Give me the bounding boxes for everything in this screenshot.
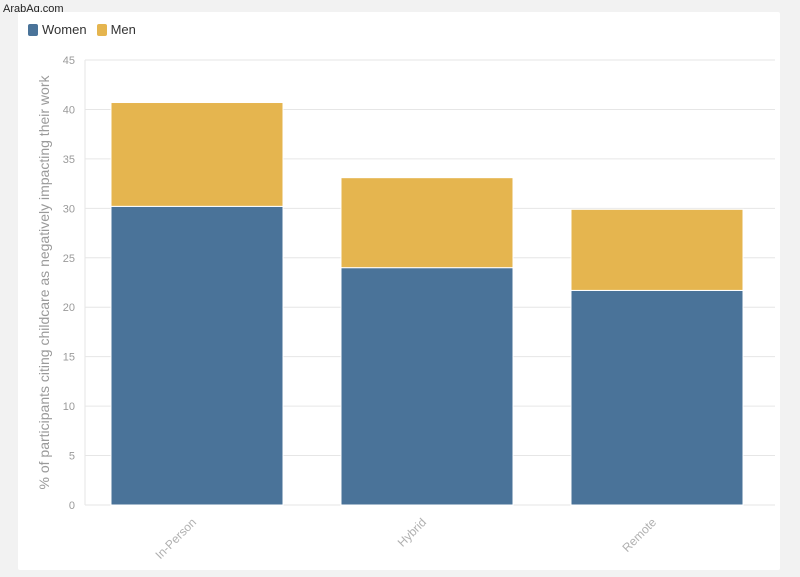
legend-label-women: Women <box>42 22 87 37</box>
y-tick-label: 45 <box>63 55 75 67</box>
bar-men <box>570 208 744 291</box>
bar-men <box>110 102 284 207</box>
y-tick-label: 15 <box>63 352 75 364</box>
y-tick-label: 30 <box>63 203 75 215</box>
legend-swatch-women <box>28 23 38 36</box>
legend-swatch-men <box>96 23 107 36</box>
y-tick-label: 0 <box>69 500 75 512</box>
bar-women <box>110 205 284 506</box>
y-tick-label: 5 <box>69 451 75 463</box>
y-tick-label: 25 <box>63 253 75 265</box>
y-tick-label: 35 <box>63 154 75 166</box>
bar-women <box>340 267 514 506</box>
stacked-bar-chart: 0 5 10 15 20 25 30 35 40 45 % of participants citi… <box>36 55 775 562</box>
legend-label-men: Men <box>110 22 136 37</box>
bar-men <box>340 177 514 269</box>
x-tick-label: Hybrid <box>395 515 429 549</box>
chart-card: Women Men 0 5 10 15 20 25 30 35 40 45 % of partici… <box>18 12 780 570</box>
y-tick-label: 10 <box>63 401 75 413</box>
legend-item-women[interactable]: Women <box>28 22 87 37</box>
y-tick-label: 40 <box>63 104 75 116</box>
legend-item-men[interactable]: Men <box>96 22 136 37</box>
x-tick-label: In-Person <box>152 515 199 562</box>
y-axis-label: % of participants citing childcare as ne… <box>36 75 52 490</box>
legend: Women Men <box>28 22 136 37</box>
y-tick-label: 20 <box>63 302 75 314</box>
bar-women <box>570 289 744 506</box>
x-tick-label: Remote <box>620 515 660 555</box>
